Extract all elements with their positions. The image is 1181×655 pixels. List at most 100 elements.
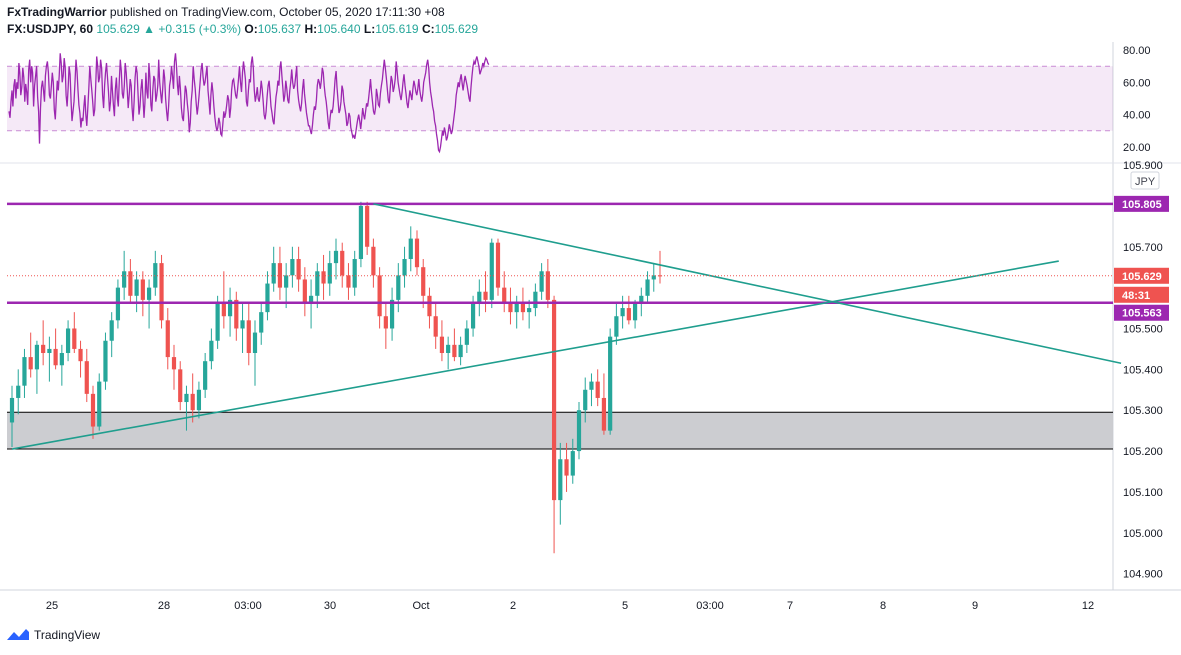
candle-body	[47, 348, 52, 354]
candle-body	[252, 332, 258, 354]
candle-body	[315, 271, 320, 296]
price-tick-label: 105.200	[1123, 446, 1163, 458]
currency-label-box[interactable]	[1130, 171, 1160, 190]
rsi-tick-label: 40.00	[1123, 110, 1151, 122]
candle-body	[589, 381, 594, 390]
time-tick-label: Oct	[412, 600, 429, 612]
support-price-badge-bg	[1114, 304, 1169, 321]
candle-body	[146, 287, 152, 300]
candle-body	[65, 328, 71, 354]
candle-body	[333, 250, 339, 264]
candle-body	[558, 459, 563, 501]
close-label: C:	[421, 22, 435, 36]
candle-body	[16, 385, 21, 398]
candle-body	[308, 295, 314, 304]
candle-body	[545, 271, 550, 300]
candle-body	[284, 275, 289, 288]
candle-body	[639, 295, 644, 304]
candle-body	[527, 308, 532, 313]
time-tick-label: 12	[1082, 600, 1094, 612]
candle-body	[327, 263, 332, 284]
candle-body	[377, 275, 382, 317]
high-label: H:	[304, 22, 318, 36]
candle-body	[495, 242, 501, 288]
candle-body	[346, 275, 351, 288]
time-tick-label: 30	[324, 600, 336, 612]
candle-body	[165, 320, 170, 358]
tradingview-branding[interactable]: TradingView	[6, 628, 100, 642]
open-label: O:	[244, 22, 258, 36]
candle-body	[9, 397, 15, 423]
candle-body	[601, 397, 607, 431]
candle-body	[508, 303, 513, 313]
candle-body	[28, 357, 33, 370]
high-value: 105.640	[317, 22, 361, 36]
rsi-tick-label: 80.00	[1123, 45, 1151, 57]
candle-body	[34, 344, 40, 370]
publisher-line: FxTradingWarrior published on TradingVie…	[7, 5, 445, 19]
rsi-tick-label: 20.00	[1123, 142, 1151, 154]
ohlc-legend: FX:USDJPY, 60 105.629 ▲ +0.315 (+0.3%) O…	[7, 22, 478, 36]
candle-body	[464, 328, 469, 345]
low-value: 105.619	[375, 22, 419, 36]
candle-body	[221, 303, 226, 317]
candle-body	[383, 316, 388, 329]
candle-body	[296, 259, 301, 280]
candle-body	[402, 259, 407, 276]
descending-trendline[interactable]	[373, 203, 1122, 365]
candle-body	[626, 308, 631, 321]
author-name[interactable]: FxTradingWarrior	[7, 5, 107, 19]
ascending-trendline[interactable]	[11, 260, 1059, 450]
currency-label: JPY	[1135, 176, 1156, 188]
candle-body	[209, 340, 214, 362]
candle-body	[533, 291, 538, 309]
candle-body	[134, 279, 139, 296]
candle-body	[489, 242, 494, 300]
time-tick-label: 8	[880, 600, 886, 612]
rsi-tick-label: 60.00	[1123, 77, 1151, 89]
countdown-badge: 48:31	[1122, 290, 1150, 302]
candle-body	[502, 287, 507, 304]
candle-body	[427, 295, 432, 317]
candle-body	[171, 357, 177, 370]
candle-body	[564, 459, 569, 476]
close-value: 105.629	[434, 22, 479, 36]
price-tick-label: 105.400	[1123, 364, 1163, 376]
price-tick-label: 105.500	[1123, 323, 1163, 335]
candle-body	[22, 357, 27, 386]
candle-body	[614, 316, 619, 337]
time-tick-label: 03:00	[234, 600, 262, 612]
candle-body	[396, 275, 401, 300]
candle-body	[90, 393, 96, 427]
last-price-badge-bg	[1114, 267, 1169, 284]
candle-body	[246, 320, 251, 354]
candle-body	[321, 271, 326, 284]
candle-body	[234, 299, 239, 329]
candle-body	[365, 205, 370, 247]
last-price-value: 105.629	[96, 22, 140, 36]
candle-body	[477, 291, 482, 304]
candle-body	[190, 393, 195, 411]
resistance-price-badge-bg	[1114, 195, 1169, 212]
candle-body	[78, 348, 83, 362]
candle-body	[570, 451, 575, 476]
candle-body	[645, 279, 650, 296]
candle-body	[159, 263, 164, 321]
candle-body	[153, 263, 158, 288]
candle-body	[265, 283, 270, 313]
candle-body	[576, 410, 582, 452]
open-value: 105.637	[257, 22, 302, 36]
candle-body	[470, 303, 476, 329]
candle-body	[458, 344, 463, 358]
candle-body	[259, 312, 264, 333]
symbol-label[interactable]: FX:USDJPY, 60	[7, 22, 94, 36]
candle-body	[433, 316, 438, 337]
candle-body	[408, 238, 413, 260]
low-label: L:	[363, 22, 376, 36]
price-tick-label: 105.000	[1123, 528, 1163, 540]
candle-body	[340, 250, 345, 276]
price-tick-label: 105.900	[1123, 160, 1163, 172]
candle-body	[215, 303, 220, 341]
candle-body	[520, 303, 526, 313]
